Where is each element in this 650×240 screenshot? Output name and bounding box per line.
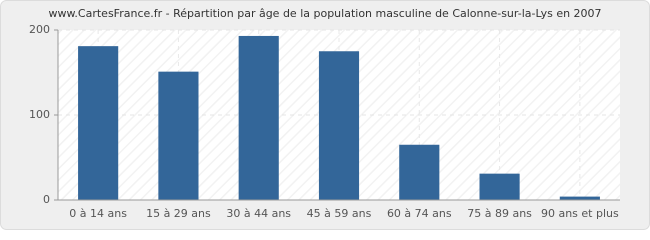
x-tick-label: 90 ans et plus: [541, 207, 619, 220]
bar: [399, 144, 440, 200]
x-tick-label: 15 à 29 ans: [146, 207, 211, 220]
x-tick-label: 75 à 89 ans: [467, 207, 532, 220]
x-tick-label: 30 à 44 ans: [226, 207, 291, 220]
x-tick-label: 60 à 74 ans: [387, 207, 452, 220]
y-tick-label: 100: [29, 108, 50, 121]
x-tick-label: 0 à 14 ans: [69, 207, 127, 220]
y-tick-label: 200: [29, 23, 50, 36]
x-tick-label: 45 à 59 ans: [307, 207, 372, 220]
bar: [559, 196, 600, 200]
bar: [158, 71, 199, 201]
bar: [318, 51, 360, 200]
y-tick-label: 0: [43, 193, 50, 206]
bar: [479, 173, 520, 200]
bar: [78, 46, 119, 201]
chart-title: www.CartesFrance.fr - Répartition par âg…: [48, 7, 601, 20]
chart: www.CartesFrance.fr - Répartition par âg…: [0, 0, 650, 230]
bar: [238, 35, 279, 201]
